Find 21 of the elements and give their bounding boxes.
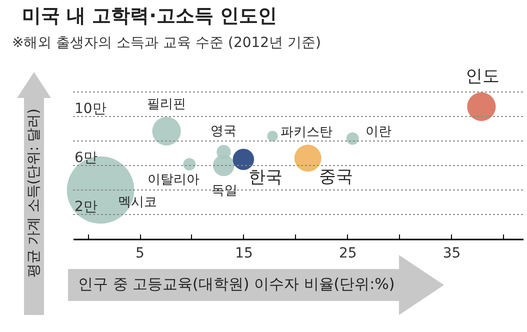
x-tick-label: 5 xyxy=(136,246,144,262)
series-label: 한국 xyxy=(248,167,282,188)
series-label: 영국 xyxy=(210,124,237,140)
series-label: 인도 xyxy=(465,66,500,87)
series-label: 파키스탄 xyxy=(280,125,333,140)
series-label: 이란 xyxy=(366,124,392,140)
chart-title: 미국 내 고학력·고소득 인도인 xyxy=(22,4,278,29)
series-label: 멕시코 xyxy=(118,195,158,210)
series-label: 이탈리아 xyxy=(147,172,200,188)
series-label: 중국 xyxy=(318,167,353,188)
x-tick-label: 35 xyxy=(442,246,461,262)
y-tick-label: 10만 xyxy=(74,101,106,117)
x-axis-title: 인구 중 고등교육(대학원) 이수자 비율(단위:%) xyxy=(78,275,395,294)
chart-subtitle: ※해외 출생자의 소득과 교육 수준 (2012년 기준) xyxy=(12,34,321,52)
series-label: 필리핀 xyxy=(147,97,186,112)
y-tick-label: 6만 xyxy=(74,150,98,166)
y-axis-title: 평균 가계 소득(단위: 달러) xyxy=(25,108,43,278)
series-label: 독일 xyxy=(212,184,238,198)
x-tick-label: 15 xyxy=(235,246,253,262)
y-tick-label: 2만 xyxy=(74,199,98,215)
x-tick-label: 25 xyxy=(338,246,357,262)
